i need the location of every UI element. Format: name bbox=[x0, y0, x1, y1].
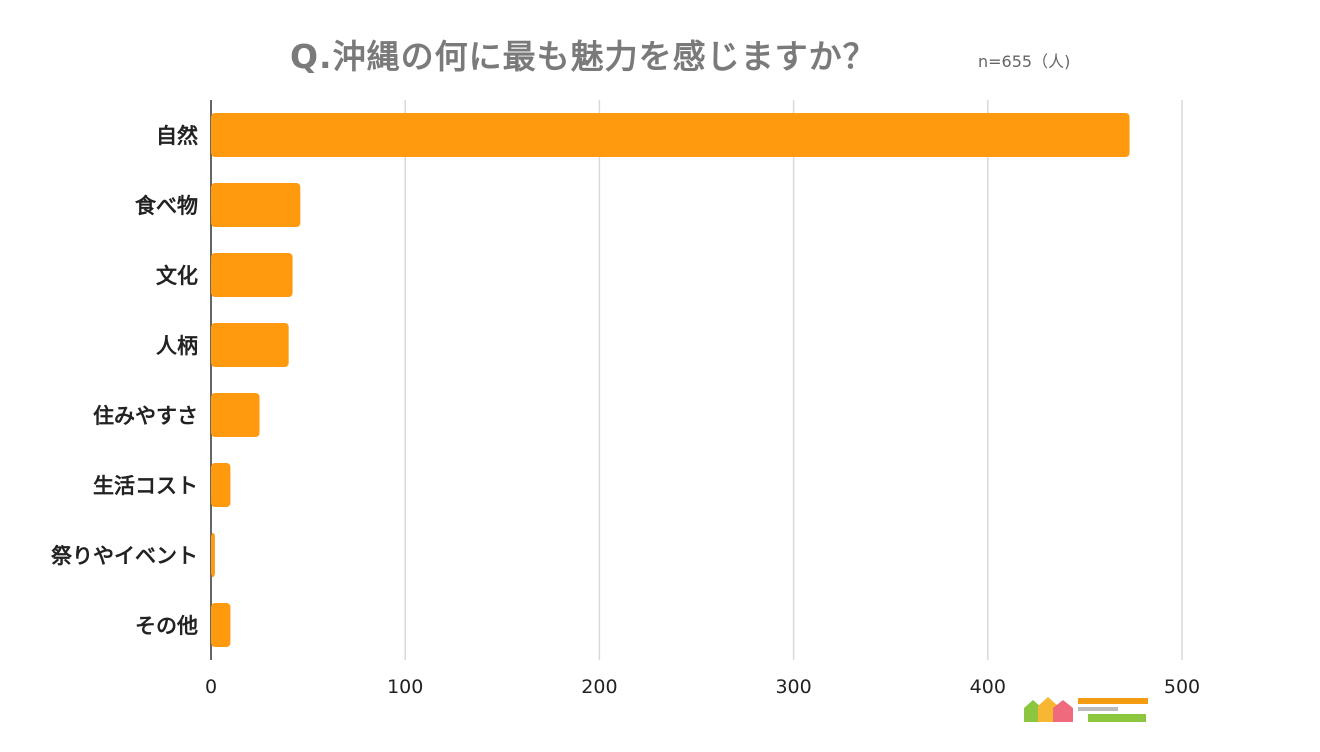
sample-size-note: n=655（人) bbox=[978, 52, 1071, 71]
bar bbox=[211, 113, 1130, 157]
x-tick-label: 500 bbox=[1164, 676, 1200, 698]
category-label: 食べ物 bbox=[135, 194, 198, 218]
bar bbox=[211, 393, 260, 437]
bar bbox=[211, 603, 231, 647]
category-label: 自然 bbox=[156, 124, 198, 148]
x-tick-label: 300 bbox=[775, 676, 811, 698]
bar bbox=[211, 183, 301, 227]
x-tick-label: 200 bbox=[581, 676, 617, 698]
category-label: 文化 bbox=[156, 264, 198, 288]
bar bbox=[211, 323, 289, 367]
brand-logo bbox=[1024, 697, 1148, 722]
bar bbox=[211, 533, 215, 577]
category-label: 住みやすさ bbox=[93, 404, 198, 428]
category-label: 祭りやイベント bbox=[50, 544, 198, 568]
x-tick-label: 400 bbox=[970, 676, 1006, 698]
chart-title: Q.沖縄の何に最も魅力を感じますか？ bbox=[290, 37, 877, 76]
category-label: その他 bbox=[135, 614, 198, 638]
bar bbox=[211, 463, 231, 507]
category-label: 人柄 bbox=[156, 334, 198, 358]
bar bbox=[211, 253, 293, 297]
x-tick-label: 0 bbox=[205, 676, 217, 698]
category-label: 生活コスト bbox=[93, 474, 198, 498]
x-tick-label: 100 bbox=[387, 676, 423, 698]
